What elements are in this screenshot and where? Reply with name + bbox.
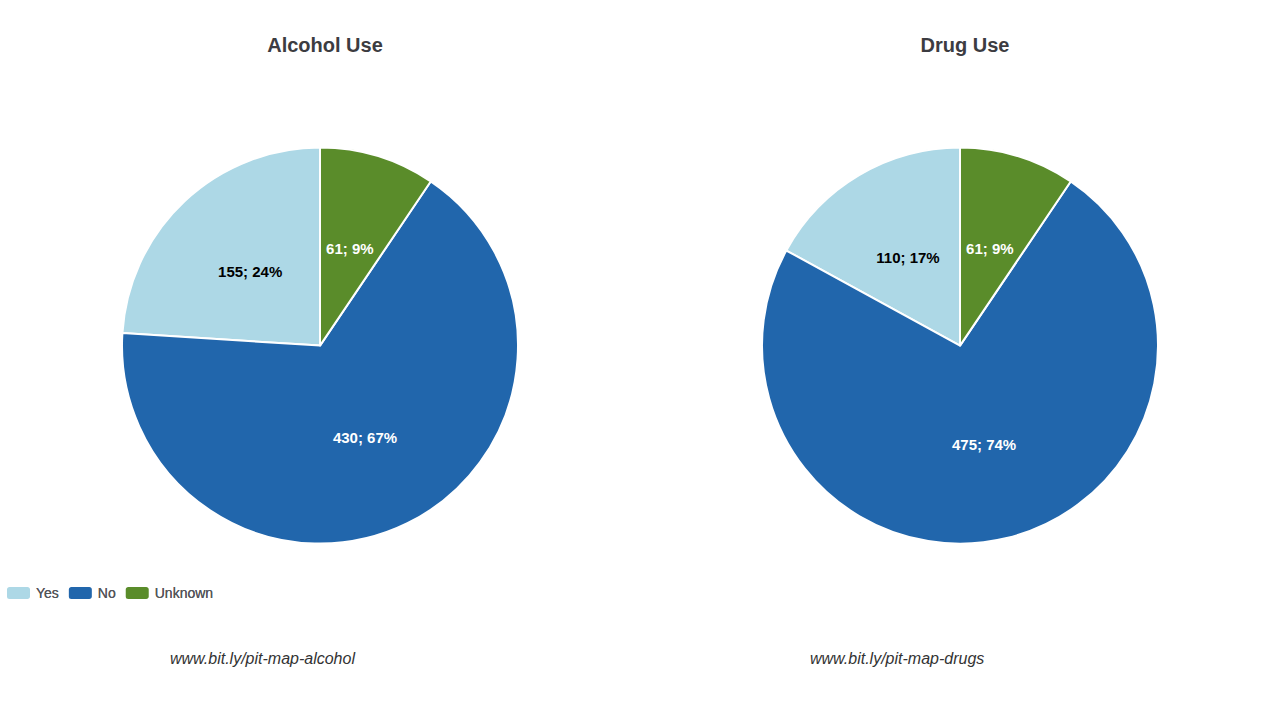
svg-text:61; 9%: 61; 9%	[966, 240, 1014, 257]
svg-text:Yes: Yes	[36, 585, 59, 601]
svg-text:Drug Use: Drug Use	[921, 34, 1010, 56]
svg-text:Unknown: Unknown	[155, 585, 213, 601]
svg-text:Yes: Yes	[36, 585, 59, 601]
svg-text:475; 74%: 475; 74%	[952, 436, 1016, 453]
svg-text:No: No	[98, 585, 116, 601]
svg-text:www.bit.ly/pit-map-alcohol: www.bit.ly/pit-map-alcohol	[170, 650, 355, 667]
svg-text:No: No	[98, 585, 116, 601]
svg-text:Alcohol Use: Alcohol Use	[267, 34, 383, 56]
svg-text:155; 24%: 155; 24%	[218, 263, 282, 280]
svg-text:430; 67%: 430; 67%	[333, 429, 397, 446]
svg-text:www.bit.ly/pit-map-drugs: www.bit.ly/pit-map-drugs	[810, 650, 984, 667]
svg-text:Unknown: Unknown	[155, 585, 213, 601]
svg-text:110; 17%: 110; 17%	[876, 249, 939, 266]
svg-text:61; 9%: 61; 9%	[326, 240, 374, 257]
